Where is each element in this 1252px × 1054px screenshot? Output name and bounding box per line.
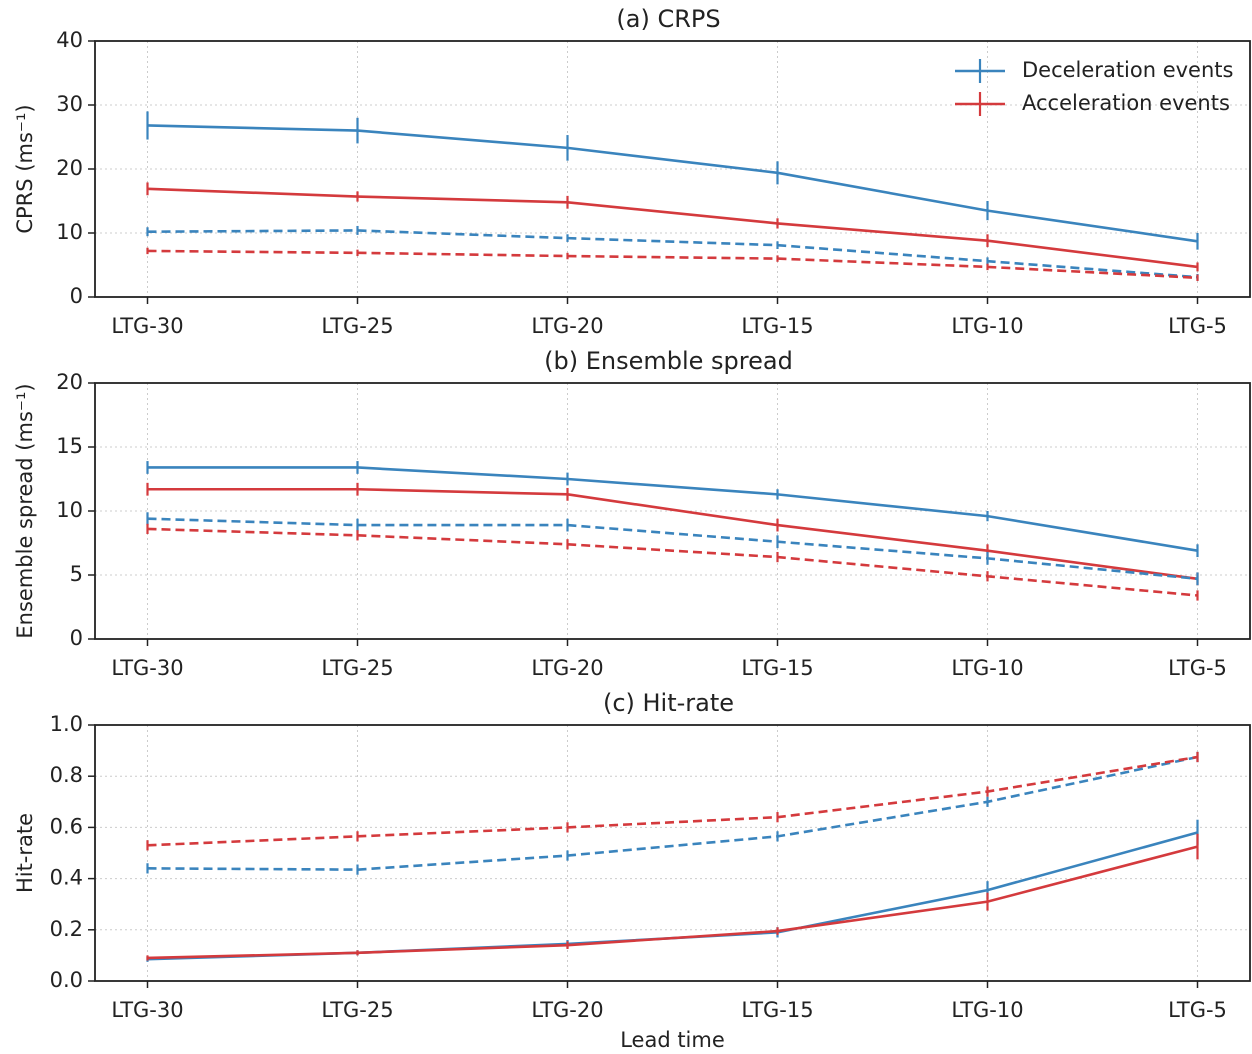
x-tick-label: LTG-5: [1168, 998, 1227, 1022]
plot-frame: [94, 40, 1251, 298]
x-tick-label: LTG-5: [1168, 314, 1227, 338]
y-tick-label: 10: [56, 220, 83, 244]
series-line: [147, 487, 1198, 581]
y-axis-label: Hit-rate: [13, 813, 37, 893]
y-tick-label: 0.2: [50, 917, 83, 941]
y-axis-label: Ensemble spread (ms⁻¹): [13, 383, 37, 638]
y-tick-label: 10: [56, 498, 83, 522]
x-tick-label: LTG-20: [531, 314, 603, 338]
x-tick-label: LTG-10: [951, 314, 1023, 338]
plot-frame: [94, 724, 1251, 982]
series-line: [147, 755, 1198, 847]
series-line: [147, 466, 1198, 552]
y-tick-label: 30: [56, 92, 83, 116]
y-tick-label: 0.6: [50, 814, 83, 838]
x-tick-label: LTG-30: [111, 314, 183, 338]
legend-label: Acceleration events: [1022, 91, 1230, 115]
x-tick-label: LTG-20: [531, 998, 603, 1022]
y-tick-label: 0.8: [50, 763, 83, 787]
y-tick-label: 0.0: [50, 968, 83, 992]
x-tick-label: LTG-10: [951, 998, 1023, 1022]
series-line: [147, 831, 1198, 961]
chart-title: (b) Ensemble spread: [544, 347, 793, 375]
y-tick-label: 1.0: [50, 712, 83, 736]
x-tick-label: LTG-30: [111, 998, 183, 1022]
series-line: [147, 187, 1198, 269]
x-tick-label: LTG-25: [321, 656, 393, 680]
y-tick-label: 0: [70, 284, 83, 308]
series-line: [147, 527, 1198, 597]
x-axis-label: Lead time: [620, 1028, 725, 1052]
series-line: [147, 845, 1198, 960]
x-tick-label: LTG-25: [321, 314, 393, 338]
y-axis-label: CPRS (ms⁻¹): [13, 104, 37, 233]
legend-label: Deceleration events: [1022, 58, 1233, 82]
x-tick-label: LTG-15: [741, 656, 813, 680]
y-tick-label: 40: [56, 28, 83, 52]
x-tick-label: LTG-10: [951, 656, 1023, 680]
series-line: [147, 517, 1198, 581]
x-tick-label: LTG-5: [1168, 656, 1227, 680]
series-line: [147, 124, 1198, 243]
y-tick-label: 0.4: [50, 866, 83, 890]
y-tick-label: 15: [56, 434, 83, 458]
x-tick-label: LTG-15: [741, 314, 813, 338]
y-tick-label: 20: [56, 370, 83, 394]
x-tick-label: LTG-30: [111, 656, 183, 680]
y-tick-label: 20: [56, 156, 83, 180]
series-line: [147, 229, 1198, 279]
chart-title: (a) CRPS: [616, 5, 720, 33]
x-tick-label: LTG-25: [321, 998, 393, 1022]
chart-title: (c) Hit-rate: [603, 689, 734, 717]
y-tick-label: 0: [70, 626, 83, 650]
x-tick-label: LTG-15: [741, 998, 813, 1022]
series-line: [147, 755, 1198, 871]
x-tick-label: LTG-20: [531, 656, 603, 680]
plot-frame: [94, 382, 1251, 640]
y-tick-label: 5: [70, 562, 83, 586]
series-line: [147, 249, 1198, 280]
